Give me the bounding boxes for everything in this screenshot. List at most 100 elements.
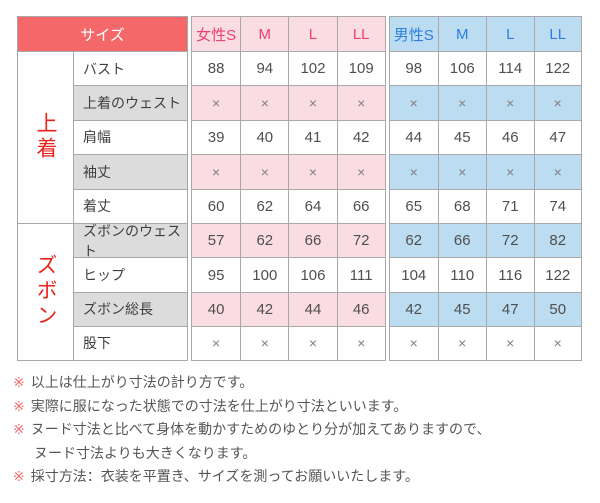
value-cell: 109	[336, 51, 385, 86]
value-cell: ×	[240, 326, 289, 361]
value-cell: 41	[288, 119, 337, 155]
value-cell: 42	[240, 291, 289, 327]
value-cell: ×	[288, 85, 337, 120]
value-cell: 98	[389, 51, 438, 86]
row-label-inseam: 股下	[73, 326, 187, 361]
note-text: 採寸方法：衣装を平置き、サイズを測ってお願いいたします。	[30, 468, 419, 484]
value-cell: 74	[533, 188, 582, 223]
value-cell: 122	[533, 51, 582, 86]
size-corner-header: サイズ	[17, 16, 187, 51]
value-cell: ×	[485, 85, 534, 120]
value-cell: ×	[437, 154, 486, 189]
value-cell: 42	[389, 291, 438, 327]
row-label-hip: ヒップ	[73, 257, 187, 292]
note-marker: ※	[13, 397, 25, 414]
note-line-continuation: ヌード寸法よりも大きくなります。	[34, 444, 257, 461]
value-cell: 39	[192, 119, 241, 155]
value-cell: 106	[437, 51, 486, 86]
value-cell: ×	[240, 85, 289, 120]
row-label-sleeve-length: 袖丈	[73, 154, 187, 189]
value-cell: ×	[437, 85, 486, 120]
row-label-shoulder-width: 肩幅	[73, 119, 187, 155]
value-cell: ×	[192, 326, 241, 361]
value-cell: ×	[533, 326, 582, 361]
note-marker: ※	[13, 468, 25, 484]
value-cell: 44	[288, 291, 337, 327]
value-cell: 47	[533, 119, 582, 155]
group-label-tops: 上着	[17, 51, 73, 223]
value-cell: 66	[437, 222, 486, 258]
row-label-bust: バスト	[73, 51, 187, 86]
value-cell: 62	[389, 222, 438, 258]
value-cell: 62	[240, 188, 289, 223]
value-cell: 40	[240, 119, 289, 155]
value-cell: ×	[533, 154, 582, 189]
value-cell: 95	[192, 257, 241, 292]
column-header-male-s: 男性S	[389, 16, 438, 51]
value-cell: 66	[336, 188, 385, 223]
note-line: ※ 実際に服になった状態での寸法を仕上がり寸法といいます。	[13, 395, 588, 419]
value-cell: ×	[336, 326, 385, 361]
column-gap-divider	[384, 16, 390, 361]
column-header-male-ll: LL	[533, 16, 582, 51]
size-corner-header-label: サイズ	[80, 26, 125, 44]
value-cell: ×	[389, 85, 438, 120]
value-cell: 57	[192, 222, 241, 258]
value-cell: 106	[288, 257, 337, 292]
value-cell: 50	[533, 291, 582, 327]
value-cell: ×	[192, 85, 241, 120]
value-cell: 68	[437, 188, 486, 223]
value-cell: 114	[485, 51, 534, 86]
note-line: ※ 以上は仕上がり寸法の計り方です。	[13, 371, 588, 395]
column-header-male-l: L	[485, 16, 534, 51]
value-cell: 100	[240, 257, 289, 292]
note-line: ※ ヌード寸法と比べて身体を動かすためのゆとり分が加えてありますので、	[13, 418, 588, 442]
value-cell: ×	[336, 85, 385, 120]
value-cell: 72	[485, 222, 534, 258]
value-cell: 47	[485, 291, 534, 327]
value-cell: 65	[389, 188, 438, 223]
value-cell: ×	[485, 154, 534, 189]
value-cell: 102	[288, 51, 337, 86]
value-cell: 44	[389, 119, 438, 155]
column-header-female-l: L	[288, 16, 337, 51]
value-cell: 122	[533, 257, 582, 292]
value-cell: 71	[485, 188, 534, 223]
note-text: 以上は仕上がり寸法の計り方です。	[30, 374, 254, 390]
value-cell: 60	[192, 188, 241, 223]
value-cell: ×	[336, 154, 385, 189]
note-text: 実際に服になった状態での寸法を仕上がり寸法といいます。	[30, 397, 408, 414]
notes: ※ 以上は仕上がり寸法の計り方です。 ※ 実際に服になった状態での寸法を仕上がり寸法…	[13, 371, 588, 489]
value-cell: 62	[240, 222, 289, 258]
note-marker: ※	[13, 421, 25, 437]
value-cell: 42	[336, 119, 385, 155]
group-label-pants-text: ズボン	[34, 254, 57, 330]
row-label-body-length: 着丈	[73, 188, 187, 223]
value-cell: ×	[240, 154, 289, 189]
note-marker: ※	[13, 374, 25, 390]
note-line: ※ 採寸方法：衣装を平置き、サイズを測ってお願いいたします。	[13, 465, 588, 489]
size-chart-table: サイズ 女性S M L LL 男性S M L LL 上着 ズボン バスト 88 …	[17, 16, 582, 361]
value-cell: 110	[437, 257, 486, 292]
column-header-female-ll: LL	[336, 16, 385, 51]
value-cell: ×	[485, 326, 534, 361]
value-cell: 88	[192, 51, 241, 86]
note-text: ヌード寸法と比べて身体を動かすためのゆとり分が加えてありますので、	[30, 421, 491, 437]
column-header-female-m: M	[240, 16, 289, 51]
group-label-tops-text: 上着	[34, 112, 57, 163]
value-cell: ×	[288, 154, 337, 189]
value-cell: 45	[437, 291, 486, 327]
value-cell: 72	[336, 222, 385, 258]
value-cell: 40	[192, 291, 241, 327]
value-cell: 46	[485, 119, 534, 155]
value-cell: 104	[389, 257, 438, 292]
row-label-pants-waist: ズボンのウェスト	[73, 223, 187, 259]
value-cell: 64	[288, 188, 337, 223]
column-header-female-s: 女性S	[192, 16, 241, 51]
value-cell: ×	[389, 154, 438, 189]
value-cell: ×	[437, 326, 486, 361]
value-cell: ×	[192, 154, 241, 189]
value-cell: 94	[240, 51, 289, 86]
value-cell: 111	[336, 257, 385, 292]
